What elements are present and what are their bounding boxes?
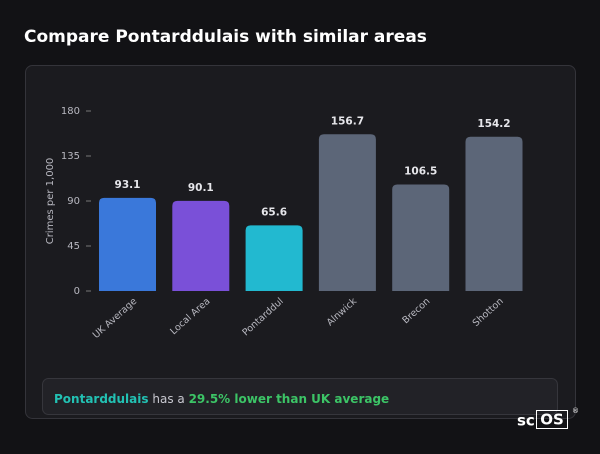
y-tick-label: 90: [67, 196, 80, 207]
summary-box: [42, 378, 558, 415]
bar: [318, 134, 376, 291]
y-tick-label: 45: [67, 241, 80, 252]
bar: [99, 197, 156, 291]
value-label: 156.7: [331, 115, 364, 127]
logo-box: [536, 410, 568, 429]
y-tick-label: 135: [61, 151, 80, 162]
bar: [465, 136, 523, 291]
y-tick-label: 0: [74, 286, 80, 297]
page-title: Compare Pontarddulais with similar areas: [24, 27, 427, 47]
value-label: 154.2: [477, 118, 510, 130]
summary: Pontarddulais has a 29.5% lower than UK …: [54, 392, 389, 406]
bar: [172, 200, 230, 291]
value-label: 106.5: [404, 166, 437, 178]
logo-boxed: OS: [540, 411, 564, 429]
value-label: 93.1: [115, 179, 141, 191]
value-label: 90.1: [188, 182, 214, 194]
summary-highlight: 29.5% lower than UK average: [189, 392, 390, 406]
value-label: 65.6: [261, 206, 287, 218]
bar: [245, 225, 303, 291]
bar: [392, 184, 450, 291]
logo-mark: ®: [572, 407, 579, 415]
summary-place: Pontarddulais: [54, 392, 149, 406]
summary-text: has a: [152, 392, 184, 406]
logo-text: sc: [517, 412, 535, 430]
y-axis-label: Crimes per 1,000: [45, 158, 56, 245]
y-tick-label: 180: [61, 106, 80, 117]
